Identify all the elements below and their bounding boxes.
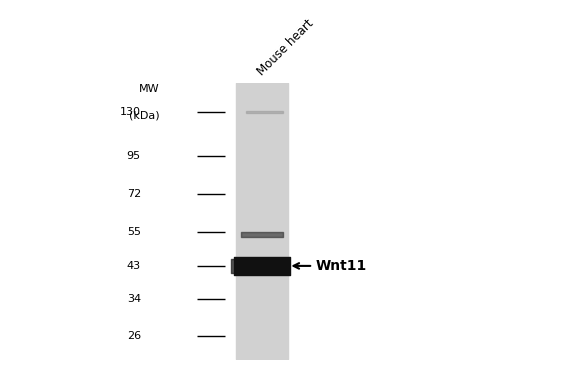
Text: Mouse heart: Mouse heart (255, 16, 316, 77)
Text: 55: 55 (127, 227, 141, 237)
Text: 34: 34 (127, 294, 141, 304)
Text: 72: 72 (127, 189, 141, 199)
Text: 43: 43 (127, 261, 141, 271)
Text: Wnt11: Wnt11 (315, 259, 367, 273)
Text: 95: 95 (127, 151, 141, 161)
Text: 130: 130 (120, 107, 141, 117)
Text: 26: 26 (127, 331, 141, 341)
Text: (kDa): (kDa) (129, 110, 159, 120)
Text: MW: MW (139, 84, 159, 94)
